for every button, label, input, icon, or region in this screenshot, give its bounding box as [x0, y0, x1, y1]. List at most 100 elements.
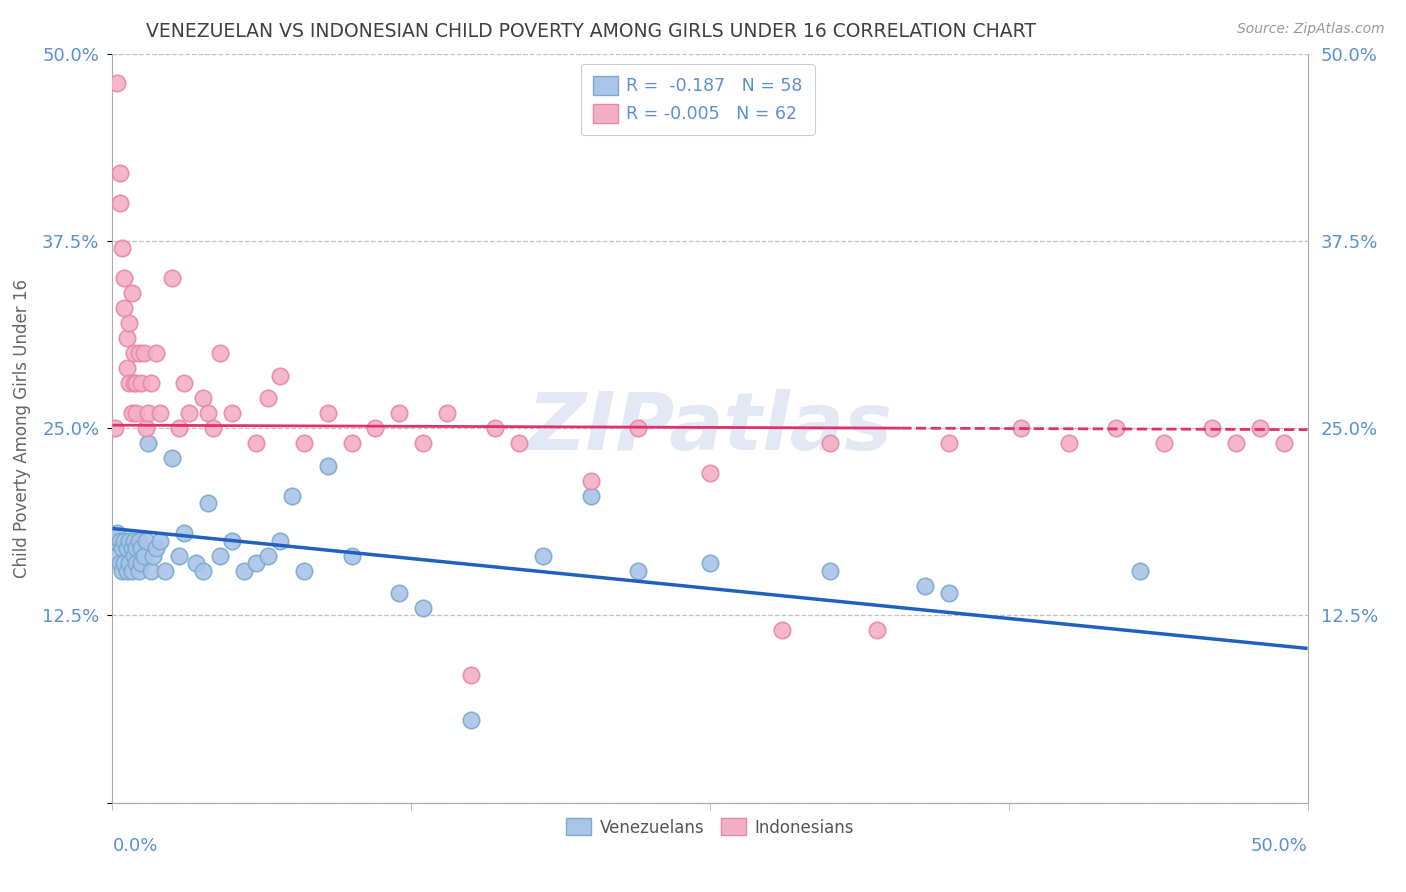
Point [221, 533, 243, 548]
Point [627, 421, 650, 435]
Point [121, 541, 143, 555]
Point [169, 421, 191, 435]
Point [132, 549, 155, 563]
Point [269, 368, 291, 383]
Point [388, 406, 411, 420]
Point [118, 533, 141, 548]
Point [364, 421, 387, 435]
Point [1105, 421, 1128, 435]
Point [105, 526, 128, 541]
Point [138, 406, 160, 420]
Point [627, 564, 650, 578]
Point [914, 578, 936, 592]
Point [292, 564, 315, 578]
Point [122, 346, 145, 360]
Point [173, 376, 195, 391]
Point [153, 564, 176, 578]
Point [866, 624, 889, 638]
Point [177, 406, 200, 420]
Point [257, 391, 280, 405]
Point [122, 533, 145, 548]
Point [484, 421, 506, 435]
Point [197, 496, 219, 510]
Point [128, 346, 150, 360]
Point [201, 421, 224, 435]
Point [818, 564, 841, 578]
Point [135, 533, 157, 548]
Point [173, 526, 195, 541]
Point [122, 549, 145, 563]
Text: 0.0%: 0.0% [112, 837, 157, 855]
Point [108, 166, 131, 180]
Point [128, 533, 150, 548]
Point [257, 549, 280, 563]
Point [1010, 421, 1032, 435]
Point [209, 549, 232, 563]
Point [699, 556, 721, 570]
Point [121, 406, 143, 420]
Point [118, 316, 141, 330]
Point [111, 541, 134, 555]
Y-axis label: Child Poverty Among Girls Under 16: Child Poverty Among Girls Under 16 [13, 278, 31, 578]
Point [125, 556, 148, 570]
Text: Source: ZipAtlas.com: Source: ZipAtlas.com [1237, 22, 1385, 37]
Point [162, 271, 183, 285]
Point [460, 668, 482, 682]
Point [245, 436, 267, 450]
Point [818, 436, 841, 450]
Point [508, 436, 530, 450]
Point [193, 391, 215, 405]
Point [388, 586, 411, 600]
Point [135, 421, 157, 435]
Point [125, 541, 148, 555]
Point [193, 564, 215, 578]
Point [169, 549, 191, 563]
Point [105, 77, 128, 91]
Point [111, 564, 134, 578]
Point [129, 556, 152, 570]
Point [104, 421, 127, 435]
Point [245, 556, 267, 570]
Point [114, 271, 135, 285]
Point [108, 196, 131, 211]
Point [114, 301, 135, 316]
Point [579, 489, 602, 503]
Point [1153, 436, 1175, 450]
Point [436, 406, 458, 420]
Point [340, 436, 363, 450]
Point [139, 376, 162, 391]
Point [1272, 436, 1295, 450]
Point [108, 556, 131, 570]
Point [118, 556, 141, 570]
Point [115, 361, 138, 376]
Point [132, 346, 155, 360]
Point [118, 376, 141, 391]
Point [115, 331, 138, 345]
Point [125, 376, 148, 391]
Point [129, 376, 152, 391]
Point [121, 564, 143, 578]
Point [1249, 421, 1271, 435]
Point [145, 346, 167, 360]
Point [340, 549, 363, 563]
Point [121, 286, 143, 301]
Point [770, 624, 793, 638]
Point [114, 533, 135, 548]
Point [105, 549, 128, 563]
Point [412, 436, 434, 450]
Point [162, 451, 183, 466]
Point [1057, 436, 1080, 450]
Point [316, 458, 339, 473]
Point [531, 549, 554, 563]
Point [114, 556, 135, 570]
Point [115, 564, 138, 578]
Point [115, 541, 138, 555]
Point [186, 556, 208, 570]
Point [145, 541, 167, 555]
Text: 50.0%: 50.0% [1251, 837, 1308, 855]
Point [122, 376, 145, 391]
Point [111, 241, 134, 255]
Text: ZIPatlas: ZIPatlas [527, 389, 893, 467]
Point [1225, 436, 1247, 450]
Point [209, 346, 232, 360]
